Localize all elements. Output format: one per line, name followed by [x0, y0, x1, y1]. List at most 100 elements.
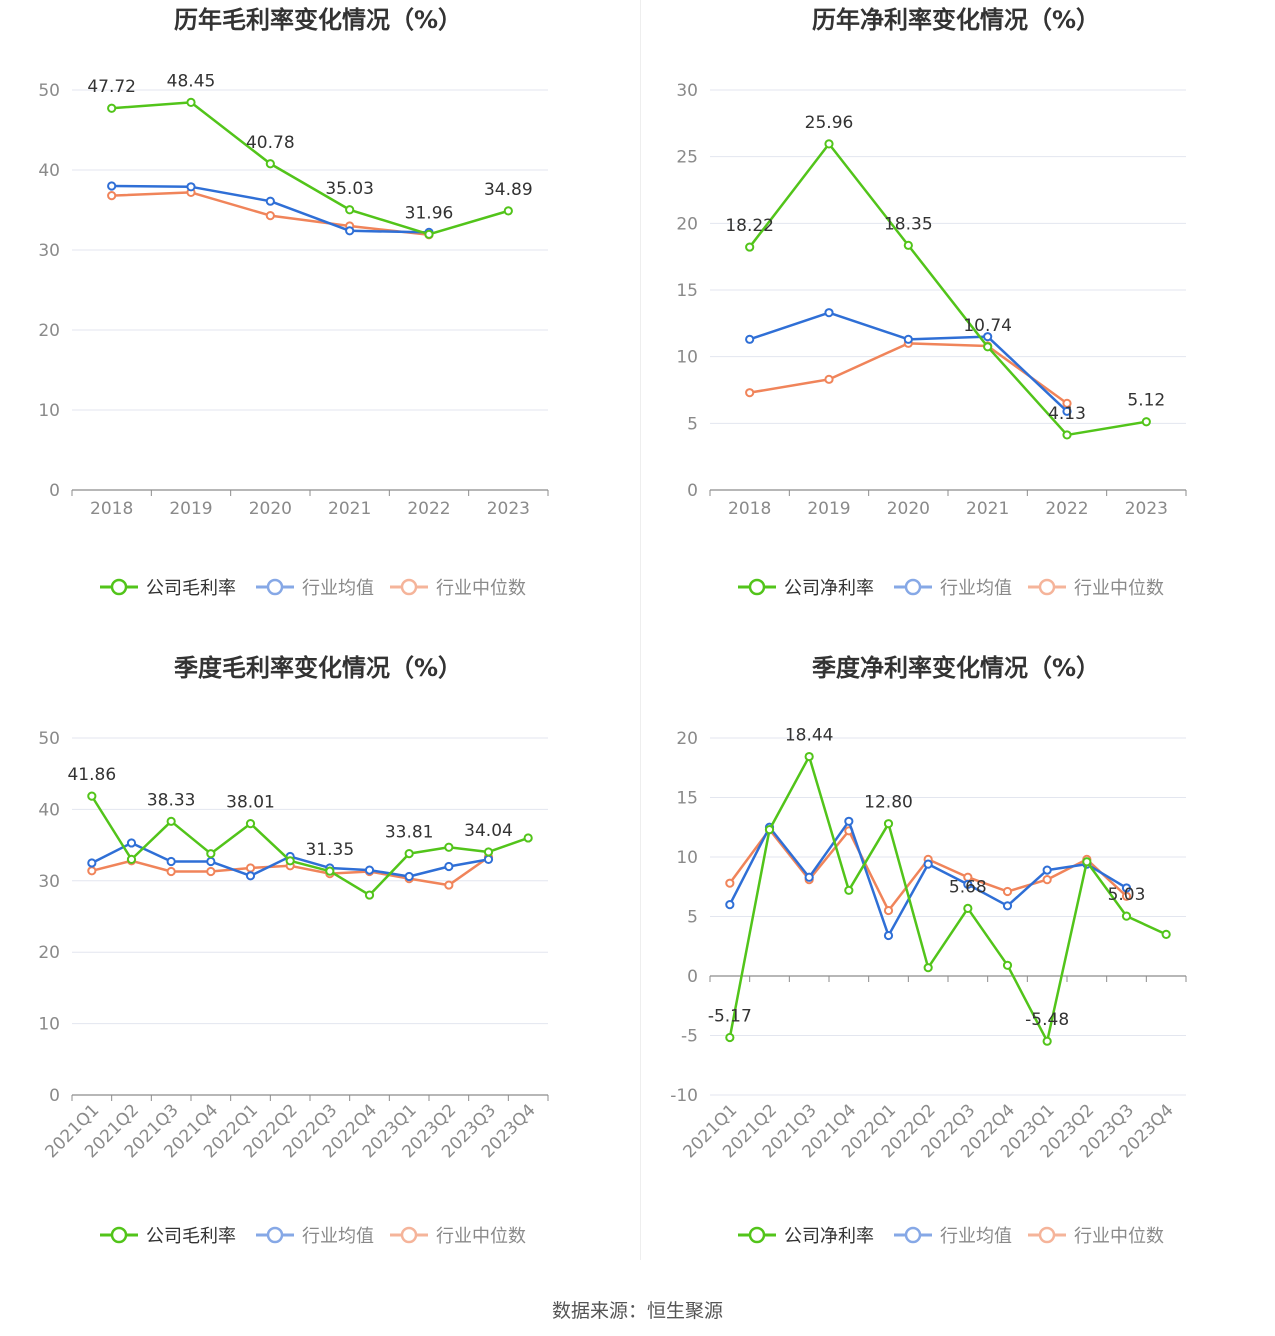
y-tick-label: 20 [676, 729, 698, 749]
chart-svg: 历年毛利率变化情况（%） 0 10 20 30 40 50 2018 2019 2020 2021 2… [38, 6, 549, 599]
data-point-median [883, 905, 894, 916]
data-point-company [107, 103, 117, 113]
chart-svg: 季度净利率变化情况（%）-10-5051015202021Q12021Q2202… [670, 654, 1187, 1247]
legend-item-avg: 行业均值 [256, 1226, 374, 1247]
data-point-median [725, 878, 735, 888]
data-point-company [523, 833, 533, 843]
x-tick-label: 2020 [887, 499, 930, 519]
x-tick-label: 2019 [807, 499, 850, 519]
legend-marker [904, 1226, 922, 1244]
data-point-avg [107, 181, 117, 191]
data-point-company [186, 97, 196, 108]
legend-item-median: 行业中位数 [1028, 578, 1164, 599]
data-label: 33.81 [385, 823, 434, 843]
data-label: 31.96 [405, 203, 454, 223]
data-point-median [206, 866, 216, 877]
legend-item-company: 公司毛利率 [100, 578, 236, 599]
data-point-company [245, 819, 256, 829]
data-label: 35.03 [325, 179, 374, 199]
chart-title: 历年净利率变化情况（%） [812, 6, 1100, 34]
data-label: 31.35 [305, 840, 354, 860]
legend-label: 行业均值 [302, 578, 374, 599]
data-point-median [107, 191, 117, 201]
data-point-company [345, 205, 355, 215]
data-point-company [1082, 857, 1092, 867]
annual-net-margin-chart: 历年净利率变化情况（%） 0 5 10 15 20 25 30 2018 2019 2020 2021… [638, 0, 1275, 648]
panel-divider [640, 0, 641, 1260]
y-tick-label: 50 [38, 81, 60, 101]
data-point-avg [345, 226, 355, 236]
y-tick-label: -5 [681, 1027, 698, 1047]
y-tick-label: 0 [687, 967, 698, 987]
chart-svg: 季度毛利率变化情况（%）010203040502021Q12021Q22021Q… [38, 654, 549, 1247]
data-point-avg [1062, 406, 1072, 416]
series-line-company [111, 101, 509, 236]
y-tick-label: 50 [38, 729, 60, 749]
y-tick-label: 0 [49, 481, 60, 501]
y-tick-label: 30 [38, 241, 60, 261]
legend-marker [400, 1226, 418, 1244]
y-tick-label: 20 [676, 214, 698, 234]
series-line-avg [728, 820, 1128, 937]
legend-marker [400, 578, 418, 596]
data-point-median [1042, 875, 1052, 885]
data-label: 5.68 [949, 877, 987, 897]
y-tick-label: 40 [38, 800, 60, 820]
data-label: -5.48 [1025, 1010, 1069, 1030]
data-point-company [364, 890, 375, 900]
data-point-company [983, 342, 993, 352]
data-point-avg [206, 856, 216, 867]
legend-label: 行业中位数 [436, 578, 526, 599]
y-tick-label: 30 [38, 872, 60, 892]
legend-item-median: 行业中位数 [390, 1226, 526, 1247]
data-point-company [126, 854, 137, 864]
data-point-avg [166, 856, 176, 867]
data-point-median [1121, 891, 1132, 901]
legend-label: 公司毛利率 [146, 1226, 236, 1247]
data-point-avg [745, 334, 755, 344]
data-point-avg [903, 334, 913, 344]
data-point-company [404, 848, 414, 859]
data-point-company [903, 240, 913, 250]
legend-item-company: 公司毛利率 [100, 1226, 236, 1247]
data-point-median [444, 880, 454, 890]
legend-marker [1038, 1226, 1056, 1244]
legend-marker [904, 578, 922, 596]
data-label: 41.86 [67, 765, 116, 785]
data-label: 10.74 [963, 316, 1012, 336]
data-point-company [963, 903, 973, 914]
x-tick-label: 2021 [966, 499, 1009, 519]
y-tick-label: 0 [49, 1086, 60, 1106]
legend-item-avg: 行业均值 [894, 1226, 1012, 1247]
data-label: 25.96 [805, 113, 854, 133]
data-point-avg [364, 865, 375, 875]
x-tick-label: 2021 [328, 499, 371, 519]
legend-marker [266, 1226, 284, 1244]
x-tick-label: 2022 [407, 499, 450, 519]
data-point-avg [1121, 883, 1132, 893]
data-point-avg [1002, 901, 1013, 911]
y-tick-label: 15 [676, 789, 698, 809]
legend-item-median: 行业中位数 [1028, 1226, 1164, 1247]
legend-label: 公司毛利率 [146, 578, 236, 599]
legend-item-company: 公司净利率 [738, 1226, 874, 1247]
data-point-avg [265, 196, 275, 206]
x-tick-label: 2018 [90, 499, 133, 519]
data-label: 18.35 [884, 214, 933, 234]
data-point-company [804, 751, 814, 762]
data-point-company [1141, 417, 1151, 427]
legend-label: 行业中位数 [1074, 578, 1164, 599]
chart-title: 季度净利率变化情况（%） [812, 654, 1100, 682]
y-tick-label: 10 [38, 1015, 60, 1035]
data-point-avg [483, 854, 494, 864]
data-point-avg [404, 871, 414, 882]
legend-marker [1038, 578, 1056, 596]
data-point-company [923, 963, 933, 973]
data-source: 数据来源：恒生聚源 [551, 1300, 723, 1322]
data-label: 34.04 [464, 821, 513, 841]
data-point-avg [883, 930, 894, 941]
y-tick-label: 10 [38, 401, 60, 421]
legend-marker [266, 578, 284, 596]
data-point-company [844, 885, 854, 895]
data-label: 18.22 [725, 216, 774, 236]
